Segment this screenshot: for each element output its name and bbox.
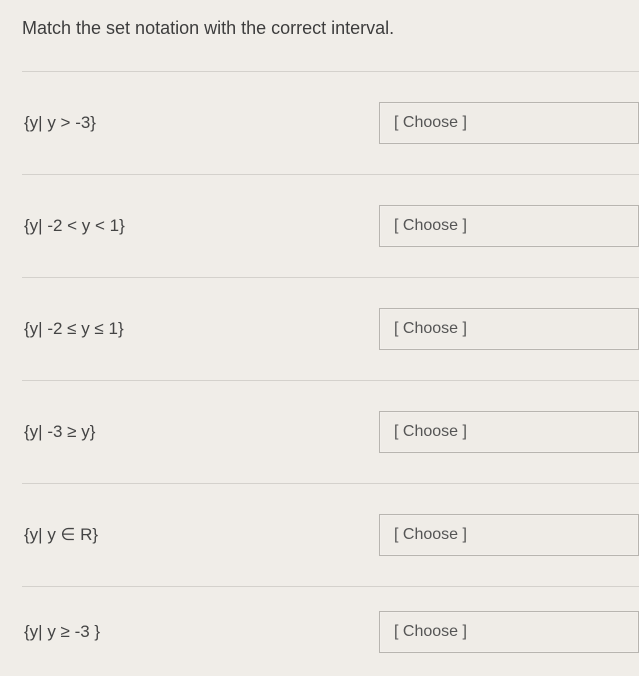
choose-dropdown[interactable]: [ Choose ] bbox=[379, 611, 639, 653]
set-notation-label: {y| y > -3} bbox=[22, 113, 379, 133]
question-container: Match the set notation with the correct … bbox=[0, 0, 639, 676]
match-row: {y| -2 < y < 1} [ Choose ] bbox=[22, 174, 639, 277]
set-notation-label: {y| -3 ≥ y} bbox=[22, 422, 379, 442]
choose-dropdown[interactable]: [ Choose ] bbox=[379, 411, 639, 453]
set-notation-label: {y| -2 ≤ y ≤ 1} bbox=[22, 319, 379, 339]
answer-cell: [ Choose ] bbox=[379, 308, 639, 350]
answer-cell: [ Choose ] bbox=[379, 102, 639, 144]
choose-dropdown[interactable]: [ Choose ] bbox=[379, 514, 639, 556]
match-row: {y| y ≥ -3 } [ Choose ] bbox=[22, 586, 639, 676]
answer-cell: [ Choose ] bbox=[379, 514, 639, 556]
match-row: {y| -3 ≥ y} [ Choose ] bbox=[22, 380, 639, 483]
set-notation-label: {y| -2 < y < 1} bbox=[22, 216, 379, 236]
question-prompt: Match the set notation with the correct … bbox=[22, 18, 639, 39]
choose-dropdown[interactable]: [ Choose ] bbox=[379, 205, 639, 247]
choose-dropdown[interactable]: [ Choose ] bbox=[379, 308, 639, 350]
set-notation-label: {y| y ≥ -3 } bbox=[22, 622, 379, 642]
answer-cell: [ Choose ] bbox=[379, 411, 639, 453]
match-row: {y| y ∈ R} [ Choose ] bbox=[22, 483, 639, 586]
choose-dropdown[interactable]: [ Choose ] bbox=[379, 102, 639, 144]
match-row: {y| -2 ≤ y ≤ 1} [ Choose ] bbox=[22, 277, 639, 380]
answer-cell: [ Choose ] bbox=[379, 205, 639, 247]
match-row: {y| y > -3} [ Choose ] bbox=[22, 71, 639, 174]
set-notation-label: {y| y ∈ R} bbox=[22, 525, 379, 545]
answer-cell: [ Choose ] bbox=[379, 611, 639, 653]
